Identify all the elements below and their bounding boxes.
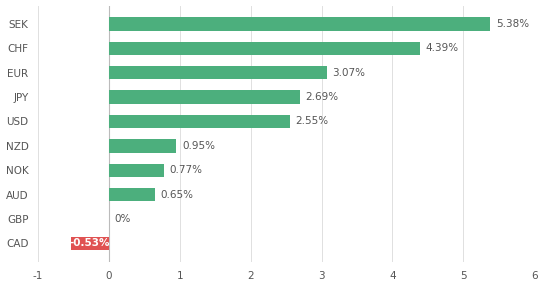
Bar <box>109 90 300 104</box>
Bar <box>72 237 109 250</box>
Text: 3.07%: 3.07% <box>332 68 365 78</box>
Text: 2.69%: 2.69% <box>305 92 338 102</box>
Text: 0.65%: 0.65% <box>161 190 194 199</box>
Bar <box>109 164 163 177</box>
Bar <box>109 66 326 79</box>
Bar <box>109 139 176 152</box>
Text: 5.38%: 5.38% <box>496 19 529 29</box>
Bar <box>109 115 289 128</box>
Bar <box>109 188 155 201</box>
Bar <box>109 42 420 55</box>
Text: -0.53%: -0.53% <box>70 238 110 248</box>
Text: 0%: 0% <box>115 214 131 224</box>
Text: 2.55%: 2.55% <box>295 117 329 127</box>
Text: 0.95%: 0.95% <box>182 141 215 151</box>
Bar <box>109 17 490 31</box>
Text: 0.77%: 0.77% <box>169 165 202 175</box>
Text: 4.39%: 4.39% <box>426 43 459 53</box>
